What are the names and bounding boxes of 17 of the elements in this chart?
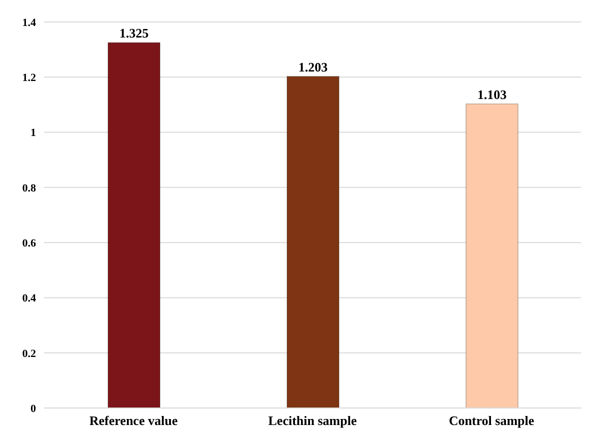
x-tick-label: Lecithin sample [268,413,357,428]
y-tick-label: 0.8 [22,182,36,194]
y-tick-label: 0.2 [22,348,36,360]
data-label: 1.103 [477,86,508,102]
y-tick-label: 0.4 [22,292,36,305]
bar [286,76,340,408]
y-tick-label: 1 [30,127,36,140]
x-tick-label: Reference value [89,413,178,428]
y-tick-label: 1.2 [22,72,36,84]
x-tick-label: Control sample [448,413,534,428]
data-label: 1.203 [298,59,328,74]
bar [466,103,518,408]
bar [108,42,160,408]
data-label: 1.325 [119,26,150,41]
y-tick-label: 0 [30,402,36,415]
y-tick-label: 0.6 [22,237,36,250]
y-tick-label: 1.4 [22,16,36,29]
